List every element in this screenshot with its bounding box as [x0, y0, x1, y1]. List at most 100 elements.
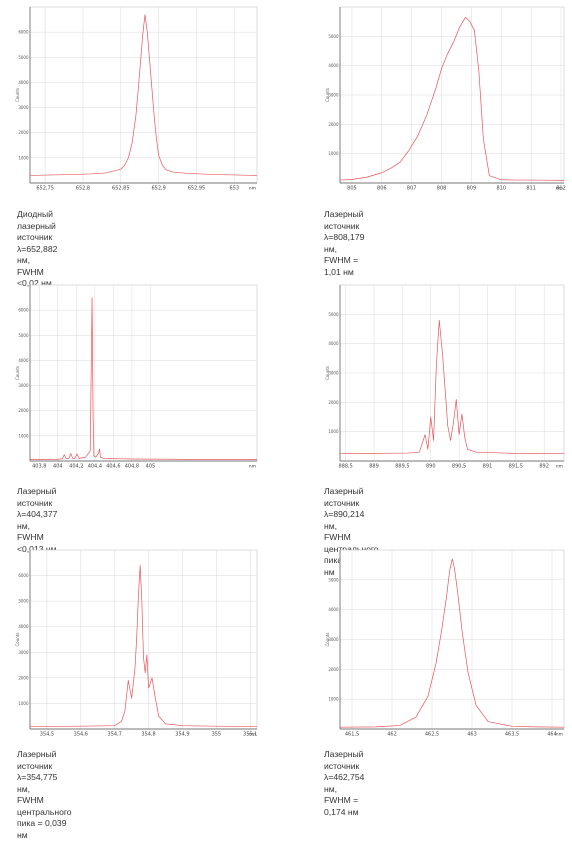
- x-tick-label: 890,5: [452, 464, 466, 470]
- chart-caption-1: Диодный лазерный источник λ=652,882 нм, F…: [17, 209, 57, 290]
- y-tick-label: 3000: [328, 637, 339, 642]
- y-axis-label: Counts: [15, 88, 20, 102]
- y-tick-label: 6000: [18, 30, 29, 35]
- x-tick-label: 888,5: [339, 464, 353, 470]
- caption-line-4-1: Лазерный источник λ=890,214 нм,: [324, 486, 365, 531]
- caption-line-1-1: Диодный лазерный источник λ=652,882 нм,: [17, 209, 58, 265]
- x-tick-label: 404,8: [125, 464, 139, 470]
- x-tick-label: 404,4: [88, 464, 102, 470]
- chart-plot-3: 403,8 404 404,2 404,4 404,6 404,8 405 nm 1000 200…: [15, 284, 258, 470]
- x-tick-label: 806: [377, 186, 387, 192]
- y-tick-label: 5000: [18, 599, 29, 604]
- x-tick-label: 404,2: [69, 464, 83, 470]
- y-tick-label: 2000: [18, 675, 29, 680]
- x-tick-label: 809: [467, 186, 477, 192]
- y-tick-label: 3000: [328, 93, 339, 98]
- y-tick-label: 1000: [328, 151, 339, 156]
- y-tick-label: 2000: [18, 130, 29, 135]
- x-tick-label: 890: [426, 464, 436, 470]
- y-tick-label: 5000: [328, 312, 339, 317]
- x-tick-label: 891: [483, 464, 493, 470]
- y-axis-label: Counts: [325, 366, 330, 380]
- x-unit-label: nm: [556, 187, 563, 192]
- y-tick-label: 3000: [328, 371, 339, 376]
- x-tick-label: 404,6: [106, 464, 120, 470]
- x-tick-label: 354,8: [141, 732, 155, 738]
- x-unit-label: nm: [249, 733, 256, 738]
- x-tick-label: 405: [146, 464, 156, 470]
- y-axis-label: Counts: [15, 366, 20, 380]
- x-tick-label: 355,1: [243, 732, 257, 738]
- chart-caption-5: Лазерный источник λ=354,775 нм, FWHM цент…: [17, 749, 72, 841]
- y-tick-label: 4000: [18, 358, 29, 363]
- spectrum-line-3: [29, 297, 258, 460]
- y-tick-label: 4000: [18, 624, 29, 629]
- caption-line-5-1: Лазерный источник λ=354,775 нм,: [17, 749, 58, 794]
- x-tick-label: 462,5: [425, 732, 439, 738]
- caption-line-6-1: Лазерный источник λ=462,754 нм,: [324, 749, 365, 794]
- y-tick-label: 1000: [18, 155, 29, 160]
- chart-caption-2: Лазерный источник λ=808,179 нм, FWHM = 1,…: [324, 209, 364, 278]
- x-tick-label: 462: [387, 732, 397, 738]
- x-tick-label: 404: [53, 464, 63, 470]
- x-tick-label: 463: [467, 732, 477, 738]
- y-tick-label: 1000: [328, 697, 339, 702]
- spectrum-line-6: [339, 558, 565, 728]
- y-tick-label: 3000: [18, 650, 29, 655]
- x-unit-label: nm: [249, 465, 256, 470]
- caption-line-1-2: FWHM <0,02 нм: [17, 266, 52, 289]
- y-tick-label: 1000: [328, 429, 339, 434]
- x-tick-label: 354,7: [108, 732, 122, 738]
- x-tick-label: 652,8: [76, 186, 90, 192]
- y-tick-label: 4000: [328, 341, 339, 346]
- y-tick-label: 1000: [18, 433, 29, 438]
- x-tick-label: 811: [526, 186, 536, 192]
- y-tick-label: 4000: [328, 63, 339, 68]
- x-unit-label: nm: [249, 187, 256, 192]
- y-tick-label: 1000: [18, 701, 29, 706]
- y-axis-label: Counts: [15, 633, 20, 647]
- x-tick-label: 403,8: [32, 464, 46, 470]
- y-axis-label: Counts: [325, 633, 330, 647]
- y-tick-label: 2000: [328, 122, 339, 127]
- x-tick-label: 892: [539, 464, 549, 470]
- plot-area: [29, 6, 258, 184]
- x-tick-label: 461,5: [345, 732, 359, 738]
- x-tick-label: 805: [347, 186, 357, 192]
- caption-line-2-1: Лазерный источник λ=808,179 нм,: [324, 209, 365, 254]
- chart-caption-3: Лазерный источник λ=404,377 нм, FWHM <0,0…: [17, 486, 57, 555]
- y-tick-label: 4000: [18, 80, 29, 85]
- y-tick-label: 2000: [328, 400, 339, 405]
- x-tick-label: 653: [230, 186, 240, 192]
- x-tick-label: 463,5: [505, 732, 519, 738]
- caption-line-3-2: FWHM <0,013 нм: [17, 532, 57, 554]
- x-tick-label: 355: [212, 732, 222, 738]
- y-tick-label: 6000: [18, 573, 29, 578]
- y-tick-label: 4000: [328, 607, 339, 612]
- x-tick-label: 652,75: [36, 186, 54, 192]
- x-unit-label: nm: [556, 733, 563, 738]
- plot-area: [29, 284, 258, 462]
- x-tick-label: 810: [497, 186, 507, 192]
- chart-plot-1: 652,75 652,8 652,85 652,9 652,95 653 nm 1000 200…: [15, 6, 258, 192]
- spectrum-line-1: [29, 14, 258, 176]
- chart-plot-5: 354,5 354,6 354,7 354,8 354,9 355 355,1nm 1000 2…: [15, 549, 258, 738]
- y-axis-label: Counts: [325, 88, 330, 102]
- y-tick-label: 2000: [18, 408, 29, 413]
- x-tick-label: 652,95: [188, 186, 206, 192]
- y-tick-label: 3000: [18, 383, 29, 388]
- x-tick-label: 889: [369, 464, 379, 470]
- x-unit-label: nm: [556, 465, 563, 470]
- chart-plot-4: 888,5 889 889,5 890 890,5 891 891,5 892 nm 1000 20…: [325, 284, 565, 470]
- caption-line-5-2: FWHM центрального пика = 0,039 нм: [17, 795, 72, 840]
- spectrum-line-5: [29, 564, 258, 727]
- x-tick-label: 354,5: [40, 732, 54, 738]
- x-tick-label: 652,85: [112, 186, 130, 192]
- y-tick-label: 3000: [18, 105, 29, 110]
- y-tick-label: 5000: [18, 55, 29, 60]
- x-tick-label: 652,9: [151, 186, 165, 192]
- caption-line-2-2: FWHM = 1,01 нм: [324, 255, 359, 277]
- caption-line-3-1: Лазерный источник λ=404,377 нм,: [17, 486, 58, 531]
